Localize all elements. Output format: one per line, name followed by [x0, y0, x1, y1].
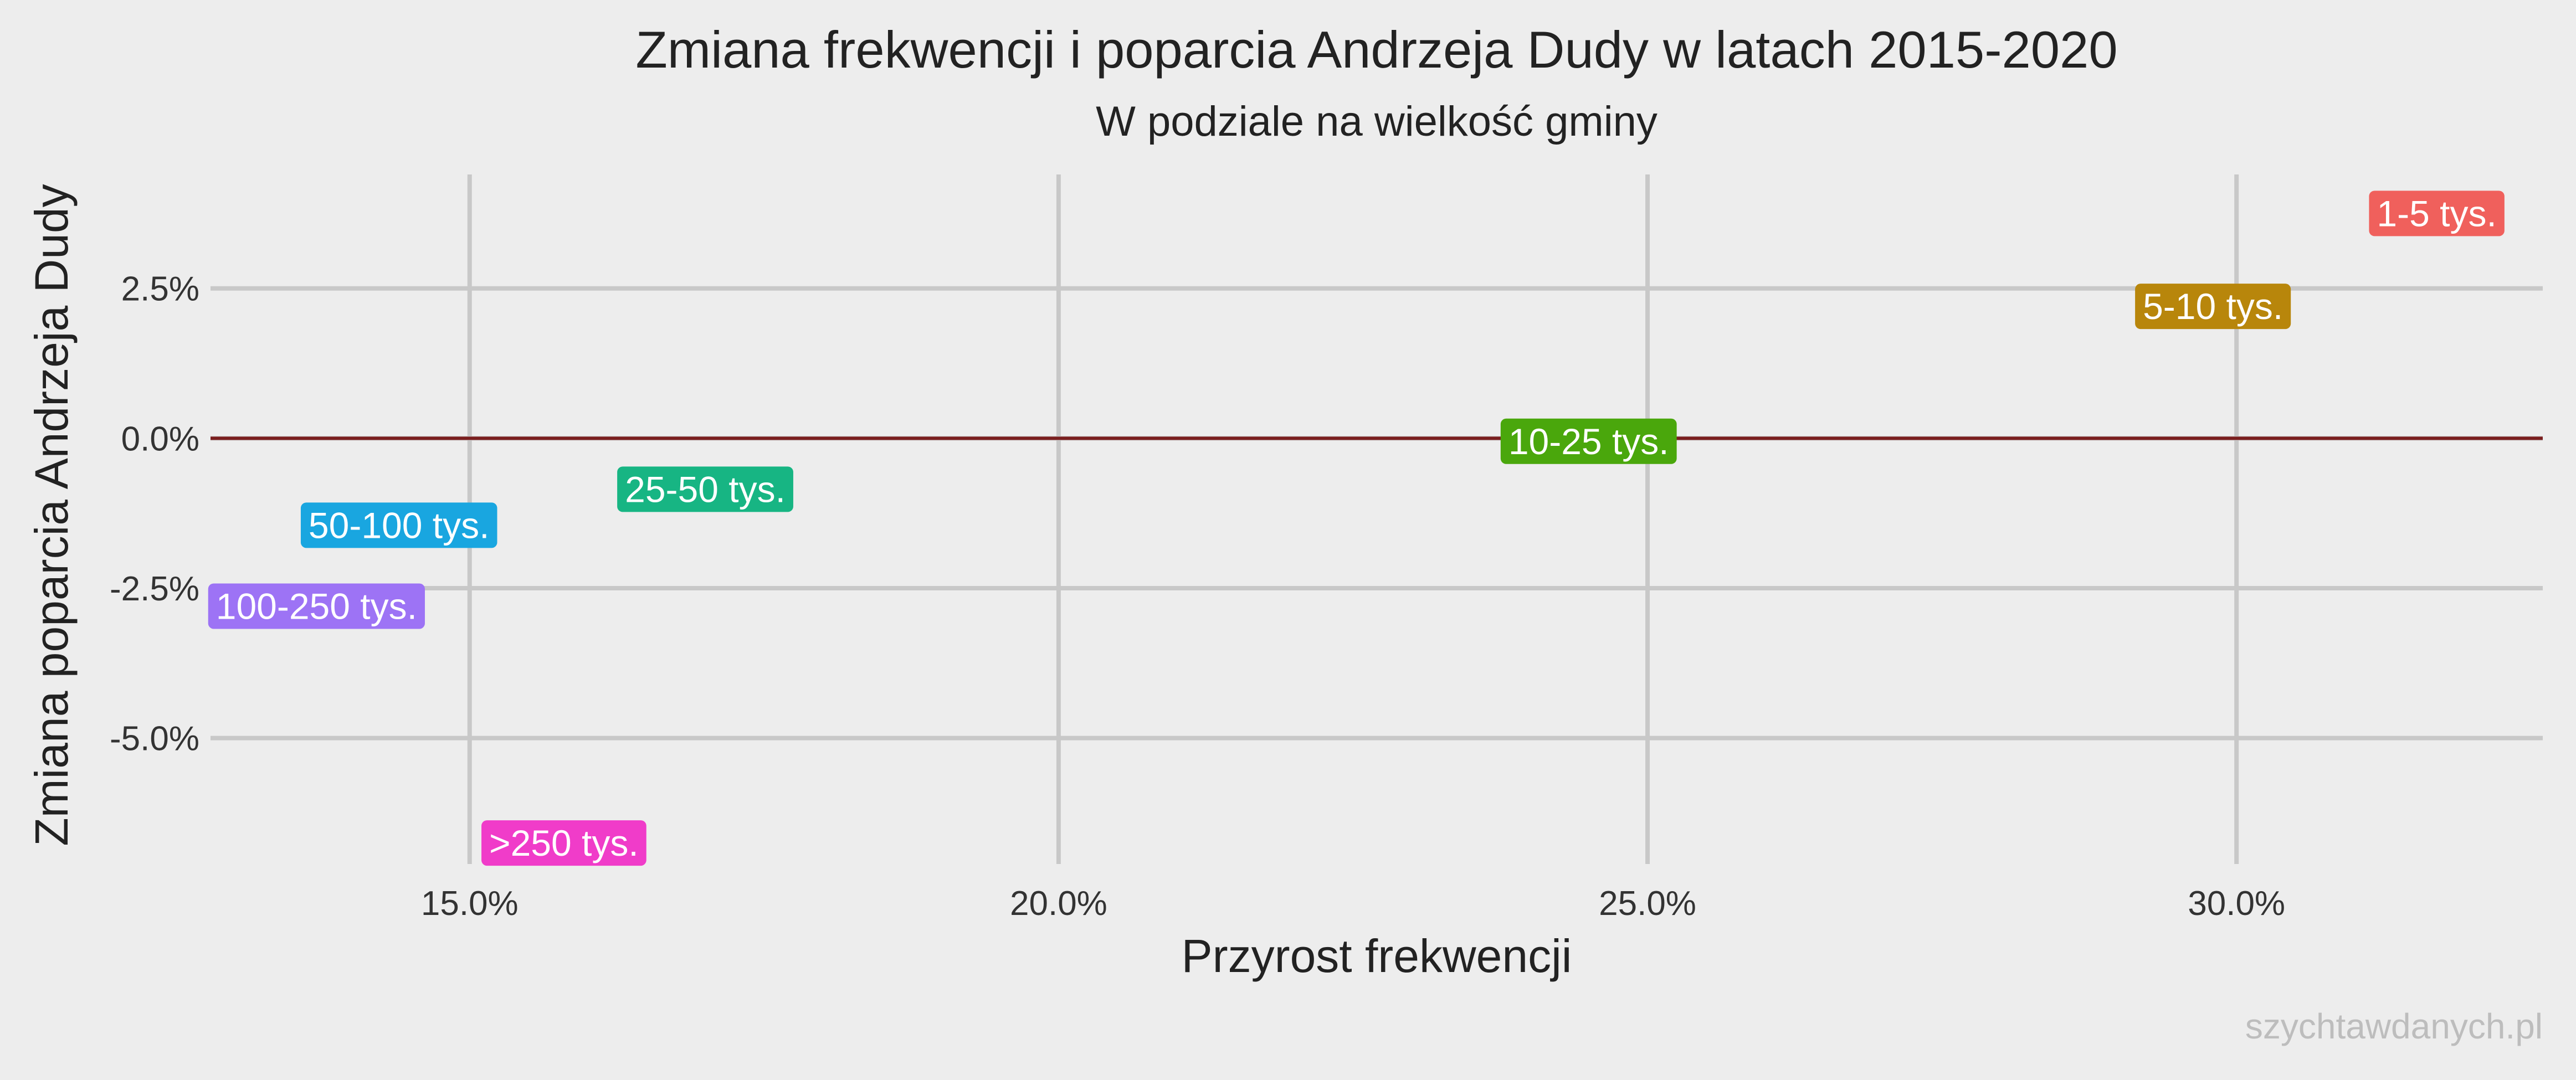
y-axis-title: Zmiana poparcia Andrzeja Dudy: [25, 184, 78, 846]
x-axis-ticks: 15.0% 20.0% 25.0% 30.0%: [421, 884, 2285, 923]
point-label-text: 1-5 tys.: [2377, 193, 2496, 234]
y-tick-label: 0.0%: [121, 420, 199, 458]
point-label-box: [300, 502, 497, 548]
y-tick-label: -5.0%: [110, 720, 199, 758]
point-label: 1-5 tys.: [2369, 191, 2505, 236]
point-label: 100-250 tys.: [208, 583, 425, 629]
point-label: 5-10 tys.: [2135, 284, 2291, 330]
point-label: 25-50 tys.: [617, 466, 793, 512]
point-label-text: 50-100 tys.: [309, 505, 490, 546]
point-label-text: 5-10 tys.: [2143, 286, 2283, 327]
caption: szychtawdanych.pl: [2245, 1006, 2543, 1046]
x-axis-title: Przyrost frekwencji: [1182, 930, 1572, 982]
chart-subtitle: W podziale na wielkość gminy: [1096, 98, 1658, 145]
point-label: 50-100 tys.: [300, 502, 497, 548]
point-label-box: [208, 583, 425, 629]
x-tick-label: 20.0%: [1010, 884, 1107, 923]
point-label-text: 100-250 tys.: [216, 585, 417, 626]
point-label-box: [481, 820, 646, 866]
point-label-text: 25-50 tys.: [625, 469, 786, 510]
chart-title: Zmiana frekwencji i poparcia Andrzeja Du…: [635, 20, 2117, 79]
y-tick-label: 2.5%: [121, 270, 199, 308]
x-tick-label: 15.0%: [421, 884, 519, 923]
point-label-box: [2135, 284, 2291, 330]
point-label: 10-25 tys.: [1500, 418, 1677, 464]
point-label-text: 10-25 tys.: [1508, 421, 1669, 462]
y-axis-ticks: 2.5% 0.0% -2.5% -5.0%: [110, 270, 199, 758]
point-label: >250 tys.: [481, 820, 646, 866]
point-label-box: [1500, 418, 1677, 464]
point-label-box: [2369, 191, 2505, 236]
y-tick-label: -2.5%: [110, 570, 199, 608]
x-tick-label: 30.0%: [2188, 884, 2285, 923]
point-label-box: [617, 466, 793, 512]
point-labels: 1-5 tys. 5-10 tys. 10-25 tys. 25-50 tys. 50-…: [208, 191, 2505, 866]
point-label-text: >250 tys.: [489, 822, 639, 863]
x-tick-label: 25.0%: [1599, 884, 1696, 923]
